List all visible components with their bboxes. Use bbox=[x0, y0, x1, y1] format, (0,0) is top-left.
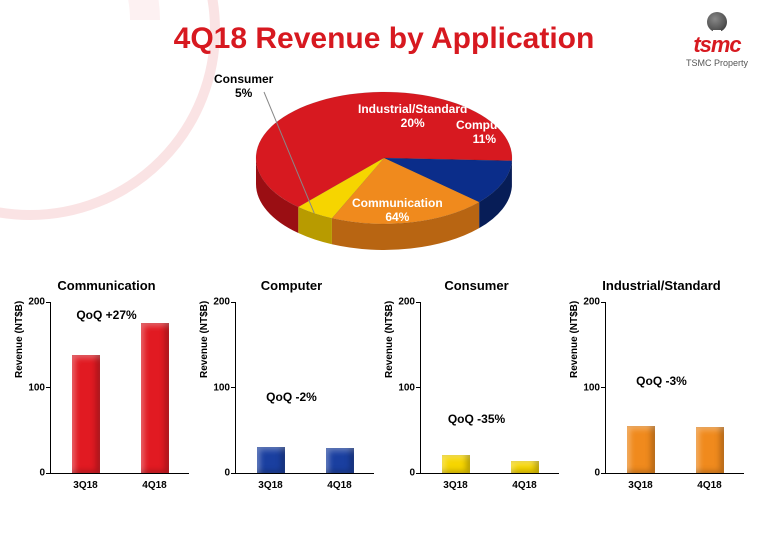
x-tick-label: 4Q18 bbox=[690, 480, 730, 491]
y-axis-label: Revenue (NT$B) bbox=[569, 301, 580, 378]
bar-panel: ConsumerRevenue (NT$B)01002003Q184Q18QoQ… bbox=[388, 278, 565, 498]
y-tick bbox=[416, 473, 421, 474]
bar-plot-area: 01002003Q184Q18 bbox=[50, 302, 189, 474]
bar bbox=[257, 447, 285, 473]
bar-plot-area: 01002003Q184Q18 bbox=[235, 302, 374, 474]
y-axis-label: Revenue (NT$B) bbox=[14, 301, 25, 378]
brand-tagline: TSMC Property bbox=[686, 58, 748, 68]
pie-slice-label: Consumer5% bbox=[214, 72, 273, 101]
slide-title: 4Q18 Revenue by Application bbox=[174, 22, 595, 56]
y-tick-label: 100 bbox=[206, 382, 230, 393]
y-tick bbox=[231, 387, 236, 388]
y-tick bbox=[46, 387, 51, 388]
x-tick-label: 3Q18 bbox=[251, 480, 291, 491]
y-tick-label: 100 bbox=[21, 382, 45, 393]
slide-accent-ring bbox=[0, 0, 160, 160]
y-tick bbox=[601, 302, 606, 303]
bar-plot-area: 01002003Q184Q18 bbox=[420, 302, 559, 474]
y-tick bbox=[46, 302, 51, 303]
y-tick-label: 200 bbox=[391, 297, 415, 308]
y-tick-label: 0 bbox=[576, 468, 600, 479]
y-tick-label: 0 bbox=[391, 468, 415, 479]
bar-panel-title: Computer bbox=[203, 278, 380, 293]
y-tick-label: 100 bbox=[576, 382, 600, 393]
bar bbox=[141, 323, 169, 473]
bar-panels-row: CommunicationRevenue (NT$B)01002003Q184Q… bbox=[18, 278, 750, 498]
x-tick-label: 3Q18 bbox=[621, 480, 661, 491]
y-tick-label: 100 bbox=[391, 382, 415, 393]
bar-panel: CommunicationRevenue (NT$B)01002003Q184Q… bbox=[18, 278, 195, 498]
x-tick-label: 3Q18 bbox=[66, 480, 106, 491]
x-tick-label: 4Q18 bbox=[135, 480, 175, 491]
bar-plot-area: 01002003Q184Q18 bbox=[605, 302, 744, 474]
x-tick-label: 4Q18 bbox=[320, 480, 360, 491]
wafer-icon bbox=[707, 12, 727, 32]
bar-panel: ComputerRevenue (NT$B)01002003Q184Q18QoQ… bbox=[203, 278, 380, 498]
bar-panel-title: Industrial/Standard bbox=[573, 278, 750, 293]
qoq-label: QoQ -2% bbox=[266, 390, 317, 404]
pie-slice-label: Communication64% bbox=[352, 196, 443, 225]
y-tick-label: 0 bbox=[206, 468, 230, 479]
bar-panel: Industrial/StandardRevenue (NT$B)0100200… bbox=[573, 278, 750, 498]
bar bbox=[511, 461, 539, 473]
y-tick-label: 0 bbox=[21, 468, 45, 479]
brand-name: tsmc bbox=[686, 34, 748, 56]
y-tick bbox=[231, 302, 236, 303]
y-tick-label: 200 bbox=[21, 297, 45, 308]
y-axis-label: Revenue (NT$B) bbox=[384, 301, 395, 378]
bar bbox=[442, 455, 470, 473]
x-tick-label: 4Q18 bbox=[505, 480, 545, 491]
y-tick-label: 200 bbox=[206, 297, 230, 308]
brand-logo: tsmc TSMC Property bbox=[686, 12, 748, 68]
y-tick bbox=[231, 473, 236, 474]
y-tick bbox=[416, 302, 421, 303]
bar bbox=[696, 427, 724, 473]
bar bbox=[72, 355, 100, 473]
qoq-label: QoQ -35% bbox=[448, 412, 505, 426]
bar-panel-title: Communication bbox=[18, 278, 195, 293]
y-axis-label: Revenue (NT$B) bbox=[199, 301, 210, 378]
x-tick-label: 3Q18 bbox=[436, 480, 476, 491]
y-tick bbox=[46, 473, 51, 474]
y-tick bbox=[601, 387, 606, 388]
pie-chart: Communication64%Computer11%Industrial/St… bbox=[204, 76, 564, 256]
y-tick-label: 200 bbox=[576, 297, 600, 308]
y-tick bbox=[416, 387, 421, 388]
bar-panel-title: Consumer bbox=[388, 278, 565, 293]
qoq-label: QoQ +27% bbox=[76, 308, 136, 322]
bar bbox=[326, 448, 354, 473]
pie-slice-label: Industrial/Standard20% bbox=[358, 102, 467, 131]
bar bbox=[627, 426, 655, 473]
qoq-label: QoQ -3% bbox=[636, 374, 687, 388]
y-tick bbox=[601, 473, 606, 474]
